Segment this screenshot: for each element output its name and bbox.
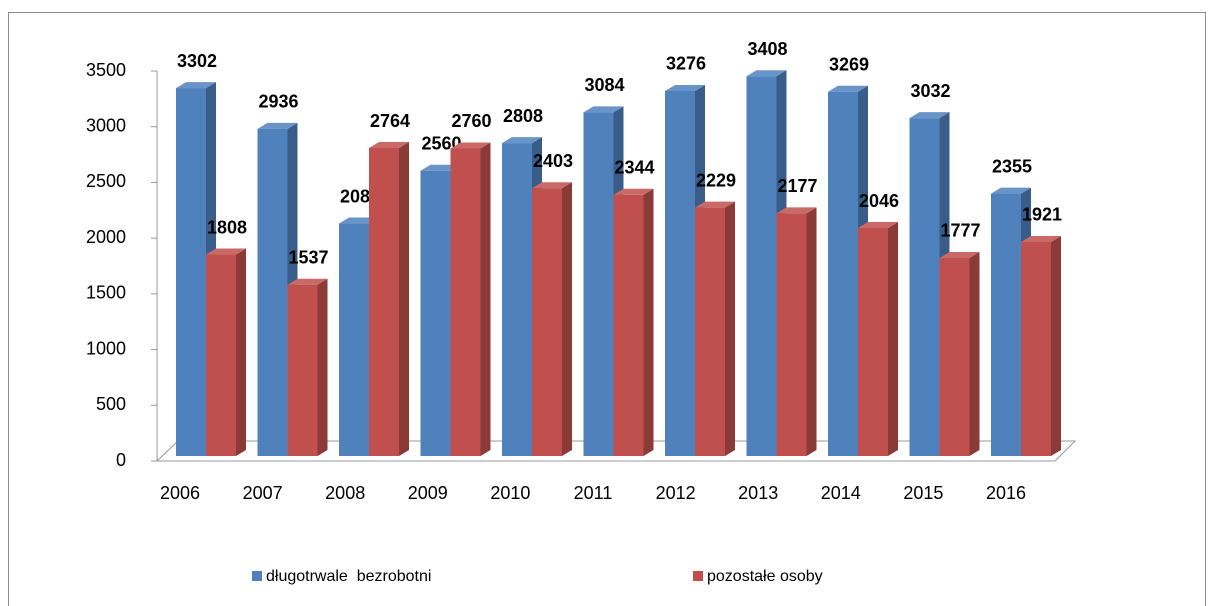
bar-side [643, 188, 654, 456]
x-tick-label: 2006 [160, 483, 200, 503]
data-label: 2764 [370, 111, 410, 131]
bar-side [480, 142, 491, 456]
bar-top [776, 207, 817, 214]
x-tick-label: 2008 [325, 483, 365, 503]
y-tick-label: 2500 [86, 171, 126, 191]
x-tick-label: 2013 [738, 483, 778, 503]
data-label: 2344 [614, 158, 654, 178]
y-tick-label: 0 [116, 450, 126, 470]
bar [776, 213, 807, 456]
legend-swatch [252, 571, 262, 581]
y-tick-label: 500 [96, 394, 126, 414]
legend-label: długotrwale bezrobotni [266, 568, 431, 585]
data-label: 2355 [992, 156, 1032, 176]
data-label: 2177 [777, 176, 817, 196]
y-tick-label: 3500 [86, 60, 126, 80]
legend-label: pozostałe osoby [707, 568, 823, 585]
data-label: 2403 [533, 151, 573, 171]
bar-top [206, 248, 246, 255]
data-label: 1921 [1022, 205, 1062, 225]
y-tick-label: 1000 [86, 338, 126, 358]
data-label: 3408 [747, 39, 787, 59]
data-label: 3084 [584, 75, 624, 95]
x-tick-label: 2009 [408, 483, 448, 503]
bar [206, 254, 236, 456]
bar-top [450, 142, 491, 149]
data-label: 2936 [258, 92, 298, 112]
bar [613, 194, 644, 456]
bar-top [746, 70, 787, 77]
bar [991, 193, 1021, 457]
bar [665, 90, 695, 457]
bar-side [236, 248, 246, 456]
data-label: 3302 [177, 51, 217, 71]
bar [176, 88, 206, 456]
bar [339, 223, 369, 456]
bar [532, 188, 562, 457]
data-label: 1808 [207, 217, 247, 237]
bar-top [828, 85, 868, 92]
x-tick-label: 2011 [574, 483, 613, 503]
bar [909, 118, 940, 457]
bar-side [969, 251, 980, 456]
bar-top [695, 201, 735, 208]
bar-top [909, 112, 950, 119]
bar-top [257, 122, 298, 129]
bar [939, 257, 970, 456]
x-tick-label: 2014 [821, 483, 861, 503]
bar-side [725, 201, 735, 456]
data-label: 2229 [696, 170, 736, 190]
data-label: 2760 [451, 111, 491, 131]
bar [420, 170, 451, 456]
bar-side [317, 278, 328, 456]
bar-top [532, 182, 572, 189]
y-tick-label: 3000 [86, 115, 126, 135]
bar [369, 148, 399, 457]
x-tick-label: 2010 [490, 483, 530, 503]
bar-top [858, 222, 898, 229]
bar [257, 128, 288, 457]
bar-top [991, 187, 1031, 194]
bar-top [939, 251, 980, 258]
bar-top [287, 278, 328, 285]
bar-side [399, 142, 409, 457]
bar-top [583, 106, 624, 113]
data-label: 1777 [940, 221, 980, 241]
bar [695, 207, 725, 456]
legend-swatch [693, 571, 703, 581]
data-label: 3032 [910, 81, 950, 101]
bar [450, 148, 481, 456]
bar [828, 91, 858, 457]
y-tick-label: 2000 [86, 227, 126, 247]
bar-top [613, 188, 654, 195]
x-tick-label: 2012 [656, 483, 696, 503]
data-label: 2808 [503, 106, 543, 126]
data-label: 3269 [829, 54, 869, 74]
bar-top [665, 84, 705, 91]
bar [502, 143, 532, 456]
bar-top [176, 82, 216, 89]
bar-side [562, 182, 572, 457]
data-label: 3276 [666, 54, 706, 74]
bar-top [502, 137, 542, 144]
bar [287, 284, 318, 456]
bar-side [888, 222, 898, 456]
x-tick-label: 2016 [986, 483, 1026, 503]
bar-top [369, 142, 409, 149]
bar [583, 112, 614, 457]
bar [1021, 241, 1051, 456]
bar-side [806, 207, 817, 456]
data-label: 1537 [288, 247, 328, 267]
bar [858, 228, 888, 456]
x-tick-label: 2007 [243, 483, 283, 503]
bar [746, 76, 777, 456]
bar-top [1021, 235, 1061, 242]
bar-side [1051, 235, 1061, 456]
x-tick-label: 2015 [903, 483, 943, 503]
chart-frame [8, 12, 1206, 606]
y-tick-label: 1500 [86, 283, 126, 303]
floor [155, 440, 1077, 462]
data-label: 2046 [859, 191, 899, 211]
